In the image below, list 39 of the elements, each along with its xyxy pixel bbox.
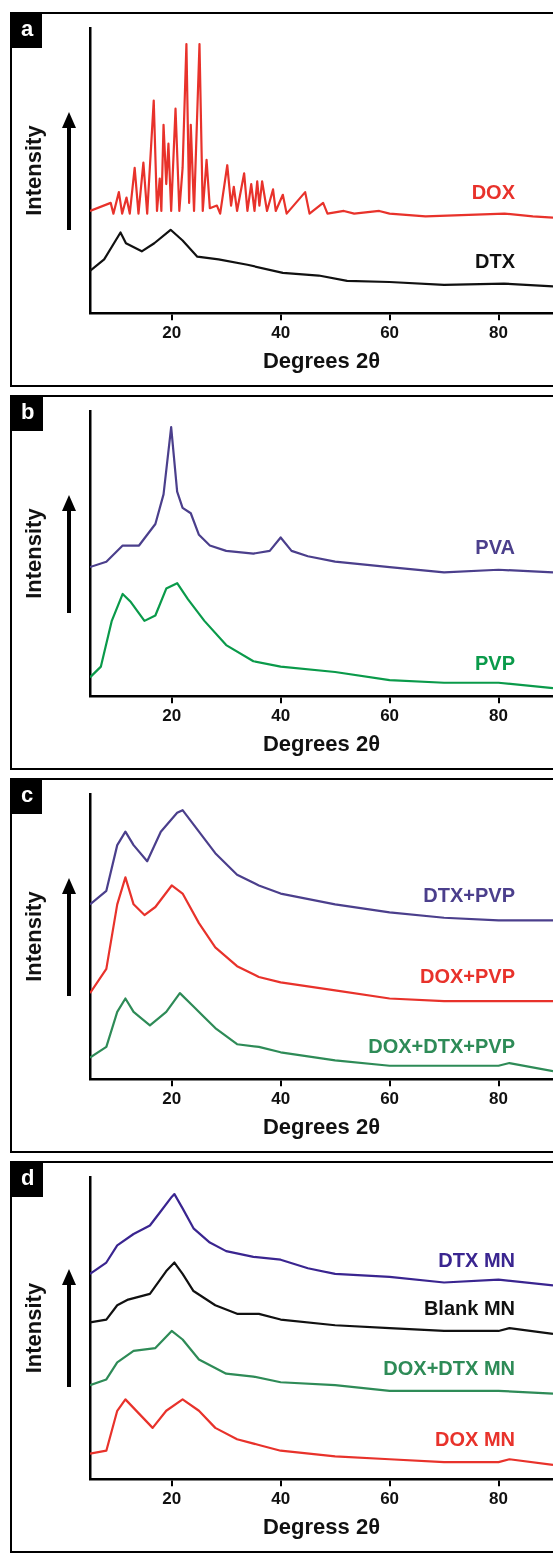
x-tick-label: 80 (489, 1089, 508, 1109)
series-label: DTX MN (438, 1248, 515, 1271)
x-tick-label: 40 (271, 1489, 291, 1509)
series-label: DOX (471, 181, 516, 204)
x-tick-label: 60 (380, 1489, 400, 1509)
series-label: DTX (475, 249, 516, 272)
x-tick-label: 60 (380, 706, 400, 726)
x-axis-title: Degrees 2θ (262, 347, 381, 373)
text: b (12, 397, 44, 431)
series-label: DOX MN (435, 1428, 515, 1451)
x-tick-label: 40 (271, 706, 291, 726)
text: c (12, 780, 43, 814)
text: d (12, 1163, 44, 1197)
x-tick-label: 40 (271, 323, 291, 343)
series-label: DOX+DTX MN (383, 1357, 515, 1380)
series-label: DOX+DTX+PVP (368, 1034, 515, 1057)
y-axis-title: Intensity (21, 124, 47, 216)
y-axis-title: Intensity (21, 507, 47, 599)
series-label: DOX+PVP (419, 964, 515, 987)
x-tick-label: 80 (489, 323, 508, 343)
x-tick-label: 80 (489, 1489, 508, 1509)
x-tick-label: 40 (271, 1089, 291, 1109)
x-tick-label: 60 (380, 323, 400, 343)
x-tick-label: 20 (162, 323, 182, 343)
text: a (12, 14, 43, 48)
x-tick-label: 20 (162, 1089, 182, 1109)
x-axis-title: Degrees 2θ (262, 1113, 381, 1139)
y-axis-title: Intensity (21, 1282, 47, 1374)
series-label: Blank MN (423, 1297, 515, 1320)
x-tick-label: 20 (162, 1489, 182, 1509)
x-axis-title: Degress 2θ (262, 1513, 381, 1539)
x-axis-title: Degrees 2θ (262, 730, 381, 756)
x-tick-label: 20 (162, 706, 182, 726)
series-label: PVA (475, 535, 515, 558)
series-label: PVP (474, 651, 515, 674)
y-axis-title: Intensity (21, 890, 47, 982)
series-label: DTX+PVP (423, 883, 515, 906)
x-tick-label: 60 (380, 1089, 400, 1109)
x-tick-label: 80 (489, 706, 508, 726)
